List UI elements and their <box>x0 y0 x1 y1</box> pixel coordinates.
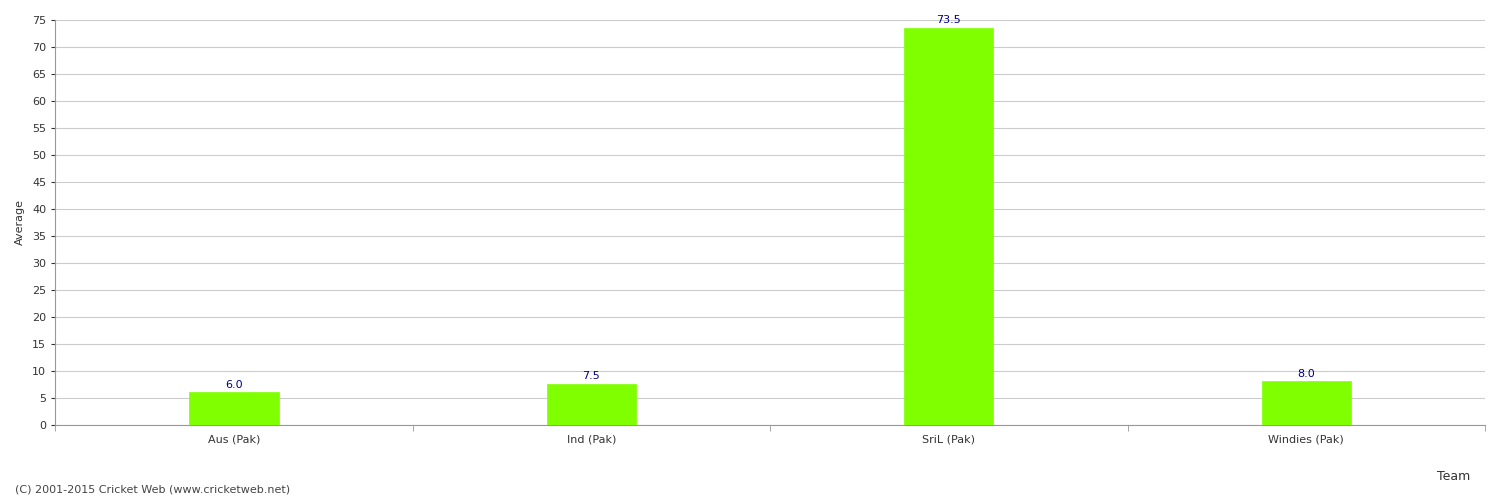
Bar <box>904 28 993 424</box>
Text: 8.0: 8.0 <box>1298 368 1316 378</box>
Bar <box>189 392 279 424</box>
Y-axis label: Average: Average <box>15 199 26 245</box>
Text: 73.5: 73.5 <box>936 16 962 26</box>
Text: (C) 2001-2015 Cricket Web (www.cricketweb.net): (C) 2001-2015 Cricket Web (www.cricketwe… <box>15 485 290 495</box>
Text: 6.0: 6.0 <box>225 380 243 390</box>
Bar <box>1262 382 1352 424</box>
Text: 7.5: 7.5 <box>582 372 600 382</box>
Bar <box>546 384 636 424</box>
Text: Team: Team <box>1437 470 1470 483</box>
